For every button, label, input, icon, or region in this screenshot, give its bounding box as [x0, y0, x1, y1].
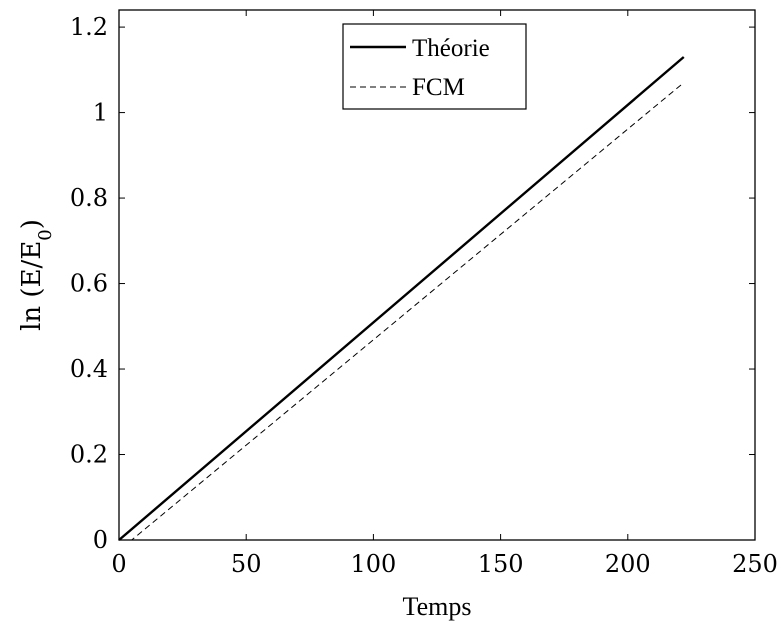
- legend: Théorie FCM: [342, 23, 527, 110]
- y-tick-label: 0: [93, 526, 108, 554]
- x-tick-label: 100: [350, 550, 396, 578]
- x-tick-label: 0: [111, 550, 126, 578]
- y-tick-label: 1: [93, 99, 108, 127]
- y-tick-label: 1.2: [70, 13, 108, 41]
- legend-label-theorie: Théorie: [412, 35, 490, 62]
- y-tick-label: 0.8: [70, 184, 108, 212]
- y-axis-label-main: ln (E/E: [17, 241, 47, 331]
- x-axis-label: Temps: [403, 592, 472, 621]
- legend-label-fcm: FCM: [412, 74, 465, 101]
- x-tick-label: 200: [605, 550, 651, 578]
- y-tick-label: 0.4: [70, 355, 108, 383]
- x-tick-label: 50: [231, 550, 262, 578]
- x-tick-label: 150: [478, 550, 524, 578]
- series-line-fcm: [119, 82, 685, 541]
- plot-frame: [118, 9, 756, 541]
- series-line-theorie: [118, 56, 685, 541]
- legend-box: [342, 23, 527, 110]
- tick-labels: 0 50 100 150 200 250 0 0.2 0.4 0.6 0.8 1 1.2: [70, 13, 778, 578]
- y-tick-label: 0.6: [70, 270, 108, 298]
- y-axis-label: ln (E/E0): [17, 219, 56, 331]
- y-tick-label: 0.2: [70, 441, 108, 469]
- y-axis-label-close: ): [17, 219, 47, 229]
- series-group: [118, 56, 685, 541]
- y-axis-label-subscript: 0: [35, 229, 56, 240]
- x-tick-label: 250: [732, 550, 778, 578]
